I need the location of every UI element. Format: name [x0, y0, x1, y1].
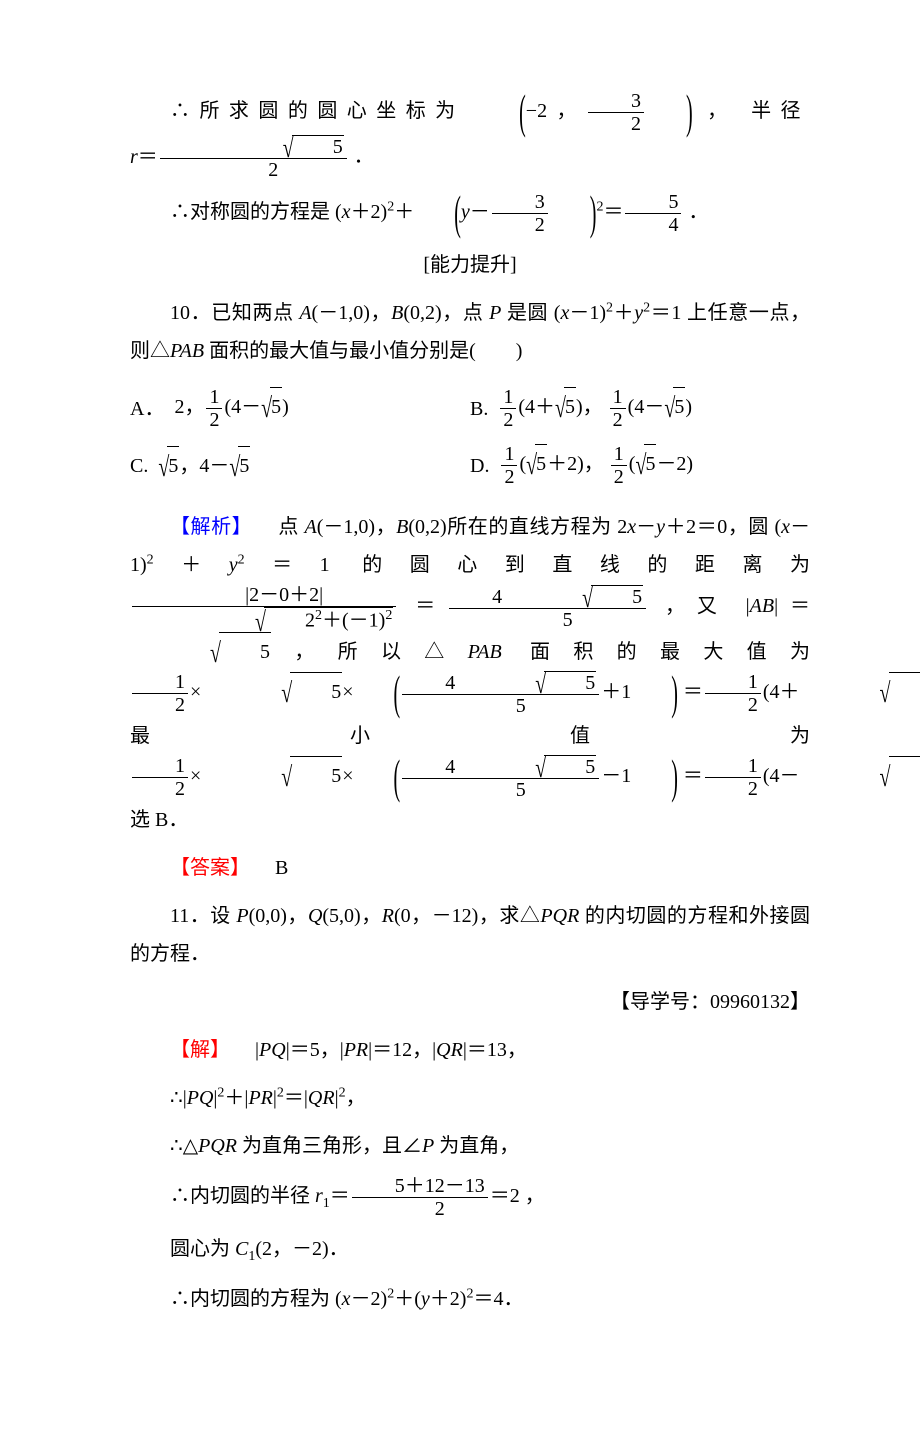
q11-r1-expr: r1＝5＋12－132＝2 — [315, 1185, 525, 1207]
optA-expr: 2，12(4－√5) — [174, 386, 288, 431]
q11-l4-prefix: ∴内切圆的半径 — [170, 1185, 315, 1207]
analysis-label: 【解析】 — [170, 516, 252, 538]
q11-l4-suffix: ， — [525, 1185, 545, 1207]
top-line1-suffix: ． — [354, 146, 374, 168]
q11-sol-2: ∴|PQ|2＋|PR|2＝|QR|2， — [130, 1079, 810, 1117]
q11-number: 11． — [170, 905, 210, 927]
optD-label: D. — [470, 447, 489, 485]
q11-guide: 【导学号：09960132】 — [130, 983, 810, 1021]
q10-answer: 【答案】 B — [130, 849, 810, 887]
q11-sol-6: ∴内切圆的方程为 (x－2)2＋(y＋2)2＝4． — [130, 1280, 810, 1318]
q10-option-B[interactable]: B. 12(4＋√5)， 12(4－√5) — [470, 380, 810, 437]
sym-circle-eq: (x＋2)2＋(y－32)2＝54 — [335, 201, 688, 223]
top-line1-prefix: ∴所求圆的圆心坐标为 — [170, 100, 465, 122]
top-line2-suffix: ． — [688, 201, 708, 223]
q11-stem: 11．设 P(0,0)，Q(5,0)，R(0，－12)，求△PQR 的内切圆的方… — [130, 897, 810, 973]
optB-expr: 12(4＋√5)， 12(4－√5) — [498, 386, 692, 431]
section-label: [能力提升] — [130, 246, 810, 284]
q10-analysis: 【解析】 点 A(－1,0)，B(0,2)所在的直线方程为 2x－y＋2＝0，圆… — [130, 508, 810, 839]
q11-sol-1: 【解】 |PQ|＝5，|PR|＝12，|QR|＝13， — [130, 1031, 810, 1069]
top-line-1: ∴所求圆的圆心坐标为 (−2，32) ， 半径 r＝√52 ． — [130, 90, 810, 181]
q11-sol-4: ∴内切圆的半径 r1＝5＋12－132＝2 ， — [130, 1175, 810, 1220]
optB-label: B. — [470, 390, 488, 428]
q10-number: 10． — [170, 302, 211, 324]
radius-expr: r＝√52 — [130, 146, 354, 168]
optA-label: A． — [130, 390, 164, 428]
q10-option-D[interactable]: D. 12(√5＋2)， 12(√5－2) — [470, 437, 810, 494]
optC-label: C. — [130, 447, 148, 485]
center-point: (−2，32) — [479, 100, 707, 122]
answer-label: 【答案】 — [170, 857, 250, 879]
top-line-2: ∴对称圆的方程是 (x＋2)2＋(y－32)2＝54 ． — [130, 191, 810, 236]
top-line1-mid: ， 半径 — [707, 100, 810, 122]
q11-sol-5: 圆心为 C1(2，－2)． — [130, 1230, 810, 1271]
solution-label: 【解】 — [170, 1039, 230, 1061]
optC-expr: √5，4－√5 — [158, 446, 250, 485]
answer-value: B — [275, 857, 288, 879]
top-line2-prefix: ∴对称圆的方程是 — [170, 201, 330, 223]
optD-expr: 12(√5＋2)， 12(√5－2) — [499, 443, 693, 488]
q10-options: A． 2，12(4－√5) B. 12(4＋√5)， 12(4－√5) C. √… — [130, 380, 810, 494]
q11-sol-3: ∴△PQR 为直角三角形，且∠P 为直角， — [130, 1127, 810, 1165]
q10-stem: 10．已知两点 A(－1,0)，B(0,2)，点 P 是圆 (x－1)2＋y2＝… — [130, 294, 810, 370]
q10-option-A[interactable]: A． 2，12(4－√5) — [130, 380, 470, 437]
q10-option-C[interactable]: C. √5，4－√5 — [130, 437, 470, 494]
